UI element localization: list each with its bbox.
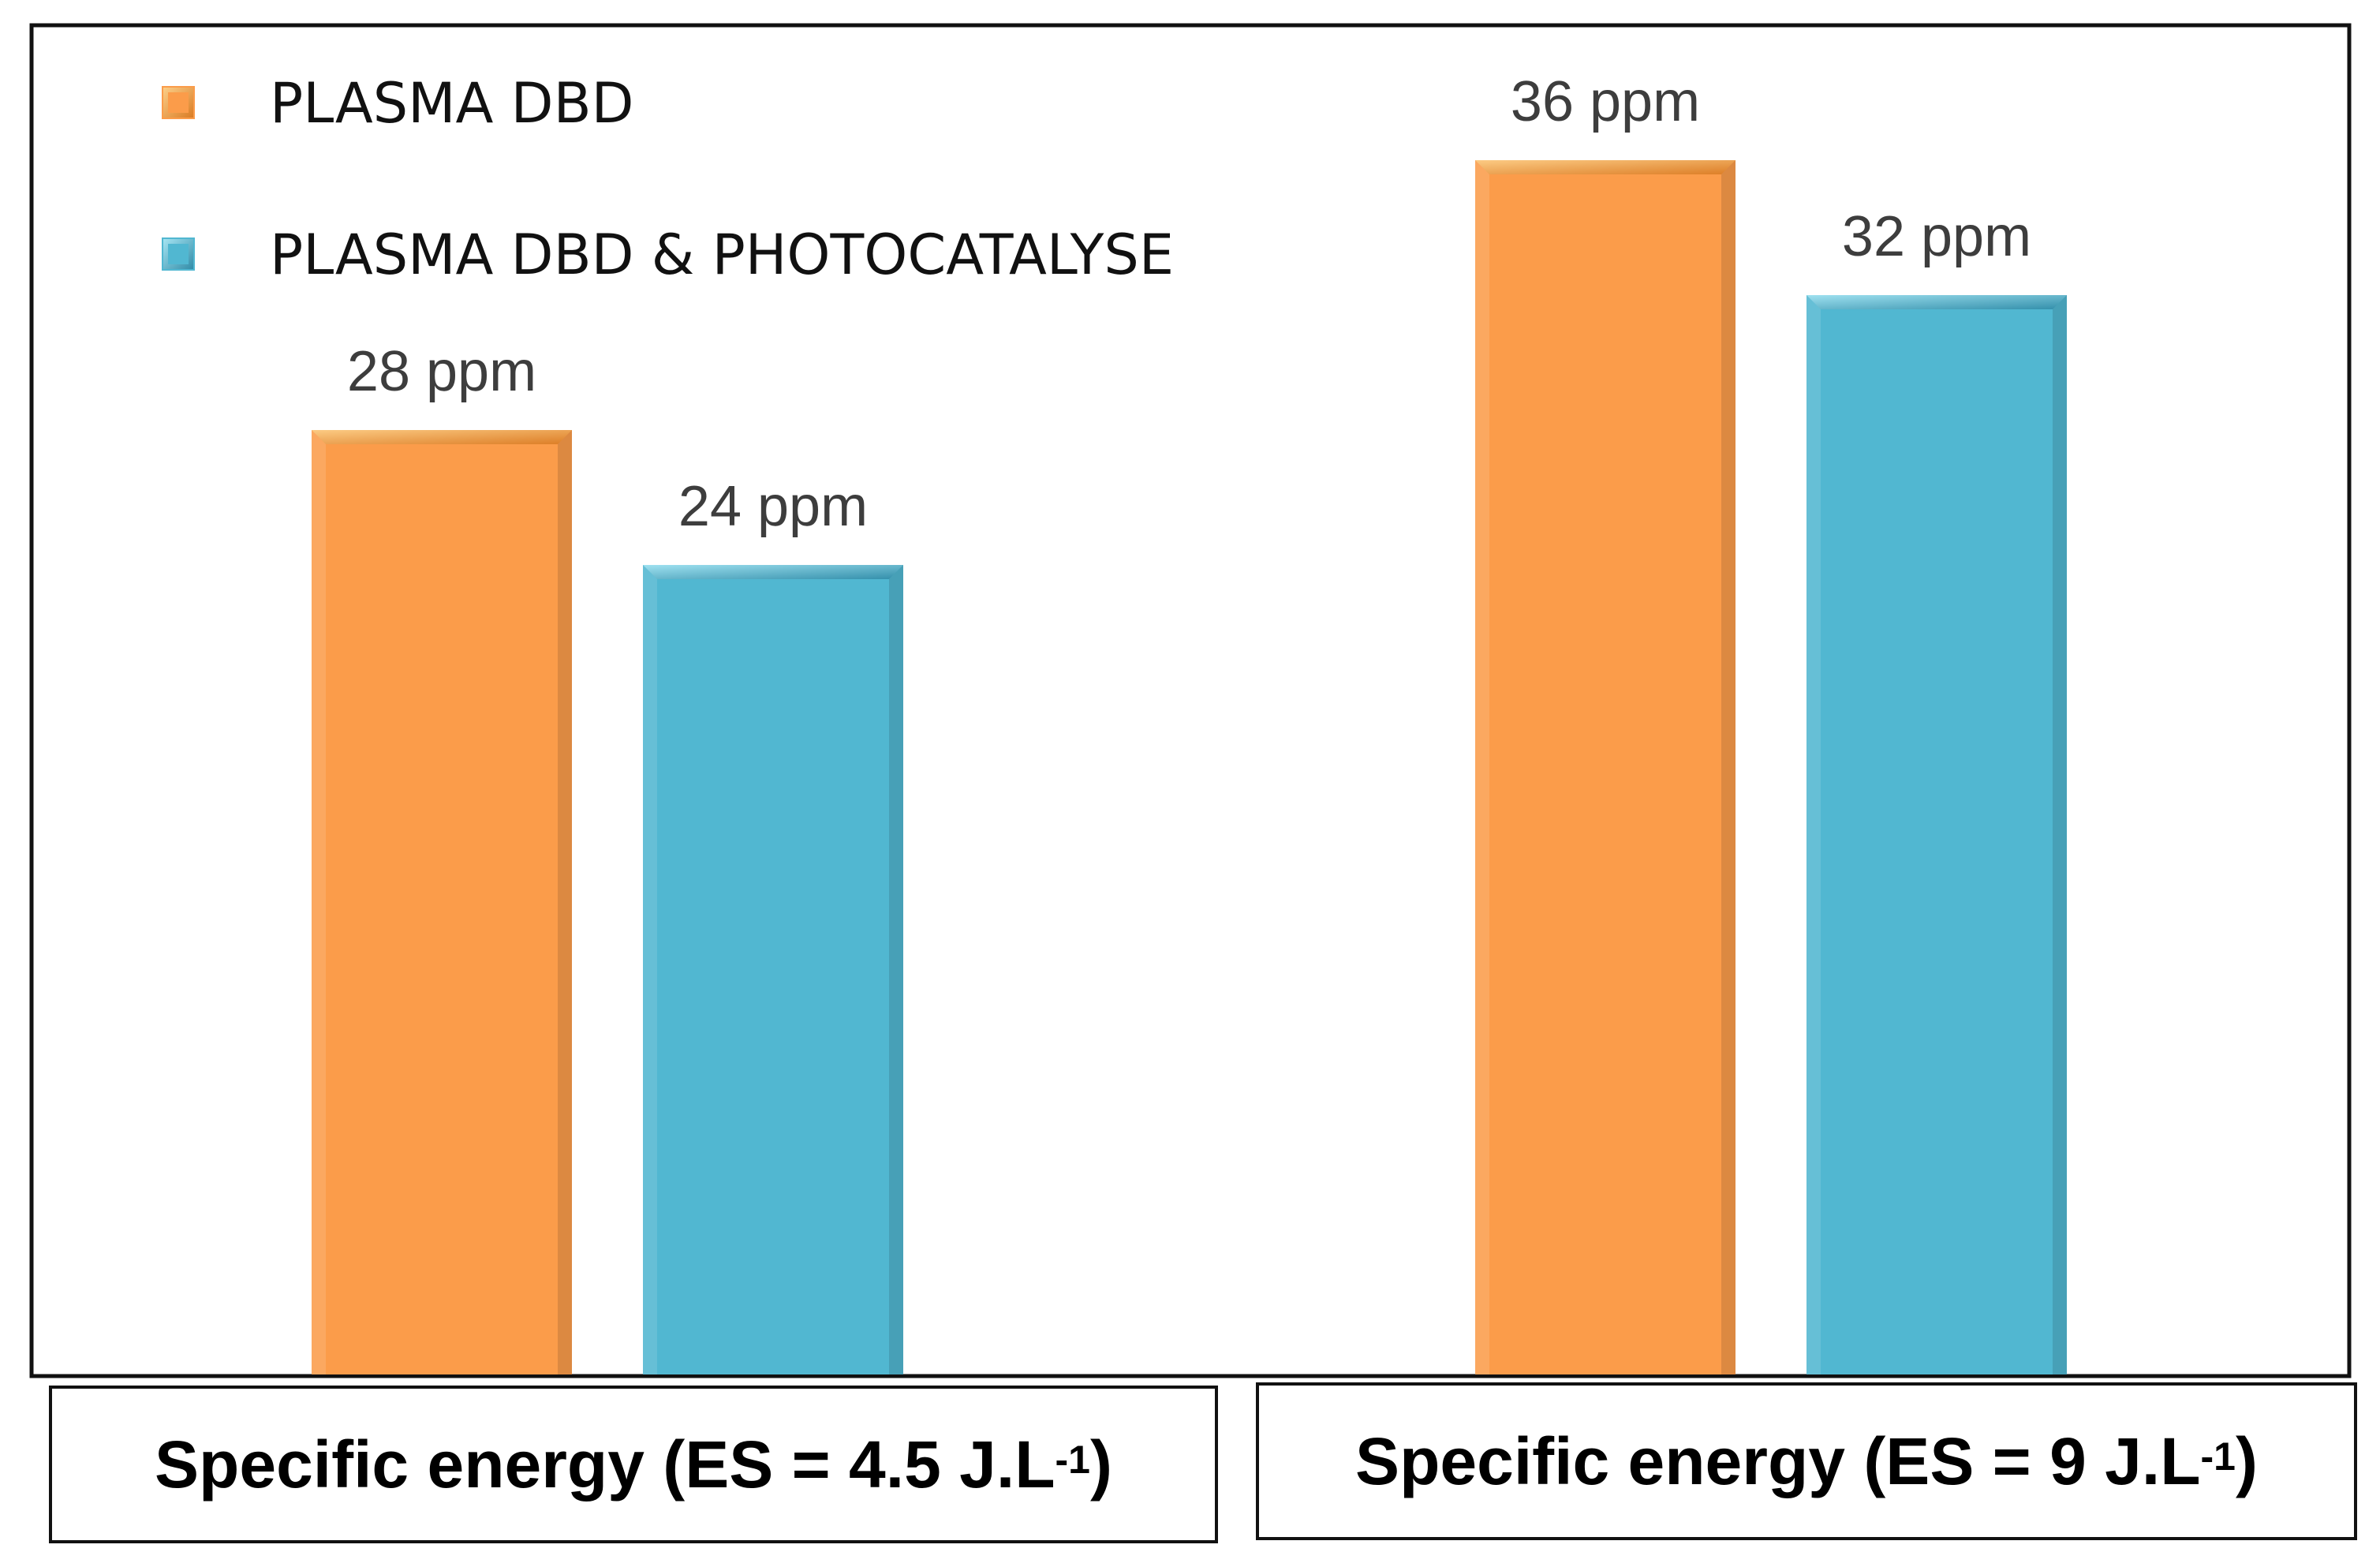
- legend-item: PLASMA DBD & PHOTOCATALYSE: [162, 223, 1174, 287]
- bar-body: [1475, 160, 1735, 1374]
- category-label-es-9: Specific energy (ES = 9 J.L -1): [1256, 1382, 2357, 1540]
- bar-body: [1806, 295, 2067, 1374]
- bar-bevel-left: [312, 430, 326, 1374]
- data-label: 24 ppm: [678, 475, 868, 538]
- bar-bevel-left: [643, 565, 657, 1374]
- legend: PLASMA DBD PLASMA DBD & PHOTOCATALYSE: [162, 71, 1174, 287]
- category-label-text: Specific energy (ES = 9 J.L: [1355, 1423, 2201, 1498]
- bar-bevel-right: [558, 430, 572, 1374]
- bar: [1475, 160, 1735, 1374]
- legend-swatch-inner: [168, 244, 189, 264]
- category-label-exponent: -1: [1055, 1438, 1090, 1482]
- data-label: 36 ppm: [1511, 70, 1700, 133]
- bar-body: [312, 430, 572, 1374]
- bar-bevel-right: [889, 565, 903, 1374]
- category-label-es-4-5: Specific energy (ES = 4.5 J.L -1): [49, 1386, 1218, 1543]
- legend-item: PLASMA DBD: [162, 71, 634, 136]
- bar: [643, 565, 903, 1374]
- bar: [1806, 295, 2067, 1374]
- bar-bevel-right: [1721, 160, 1735, 1374]
- category-label-close: ): [2235, 1423, 2258, 1498]
- bar-body: [643, 565, 903, 1374]
- bar-bevel-top: [1475, 160, 1735, 174]
- bar-bevel-top: [643, 565, 903, 579]
- category-label-text: Specific energy (ES = 4.5 J.L: [155, 1427, 1055, 1502]
- data-label: 32 ppm: [1842, 205, 2031, 268]
- legend-label: PLASMA DBD: [270, 71, 634, 136]
- data-label: 28 ppm: [347, 340, 536, 403]
- bar-bevel-left: [1475, 160, 1489, 1374]
- category-label-exponent: -1: [2200, 1434, 2236, 1479]
- legend-label: PLASMA DBD & PHOTOCATALYSE: [270, 223, 1174, 287]
- bar-bevel-top: [312, 430, 572, 444]
- category-label-close: ): [1090, 1427, 1112, 1502]
- bar-bevel-left: [1806, 295, 1821, 1374]
- legend-swatch-inner: [168, 92, 189, 113]
- bars-layer: 28 ppm 36 ppm 24 ppm 32 ppm: [312, 70, 2067, 1374]
- bar-bevel-top: [1806, 295, 2067, 309]
- bar: [312, 430, 572, 1374]
- bar-bevel-right: [2053, 295, 2067, 1374]
